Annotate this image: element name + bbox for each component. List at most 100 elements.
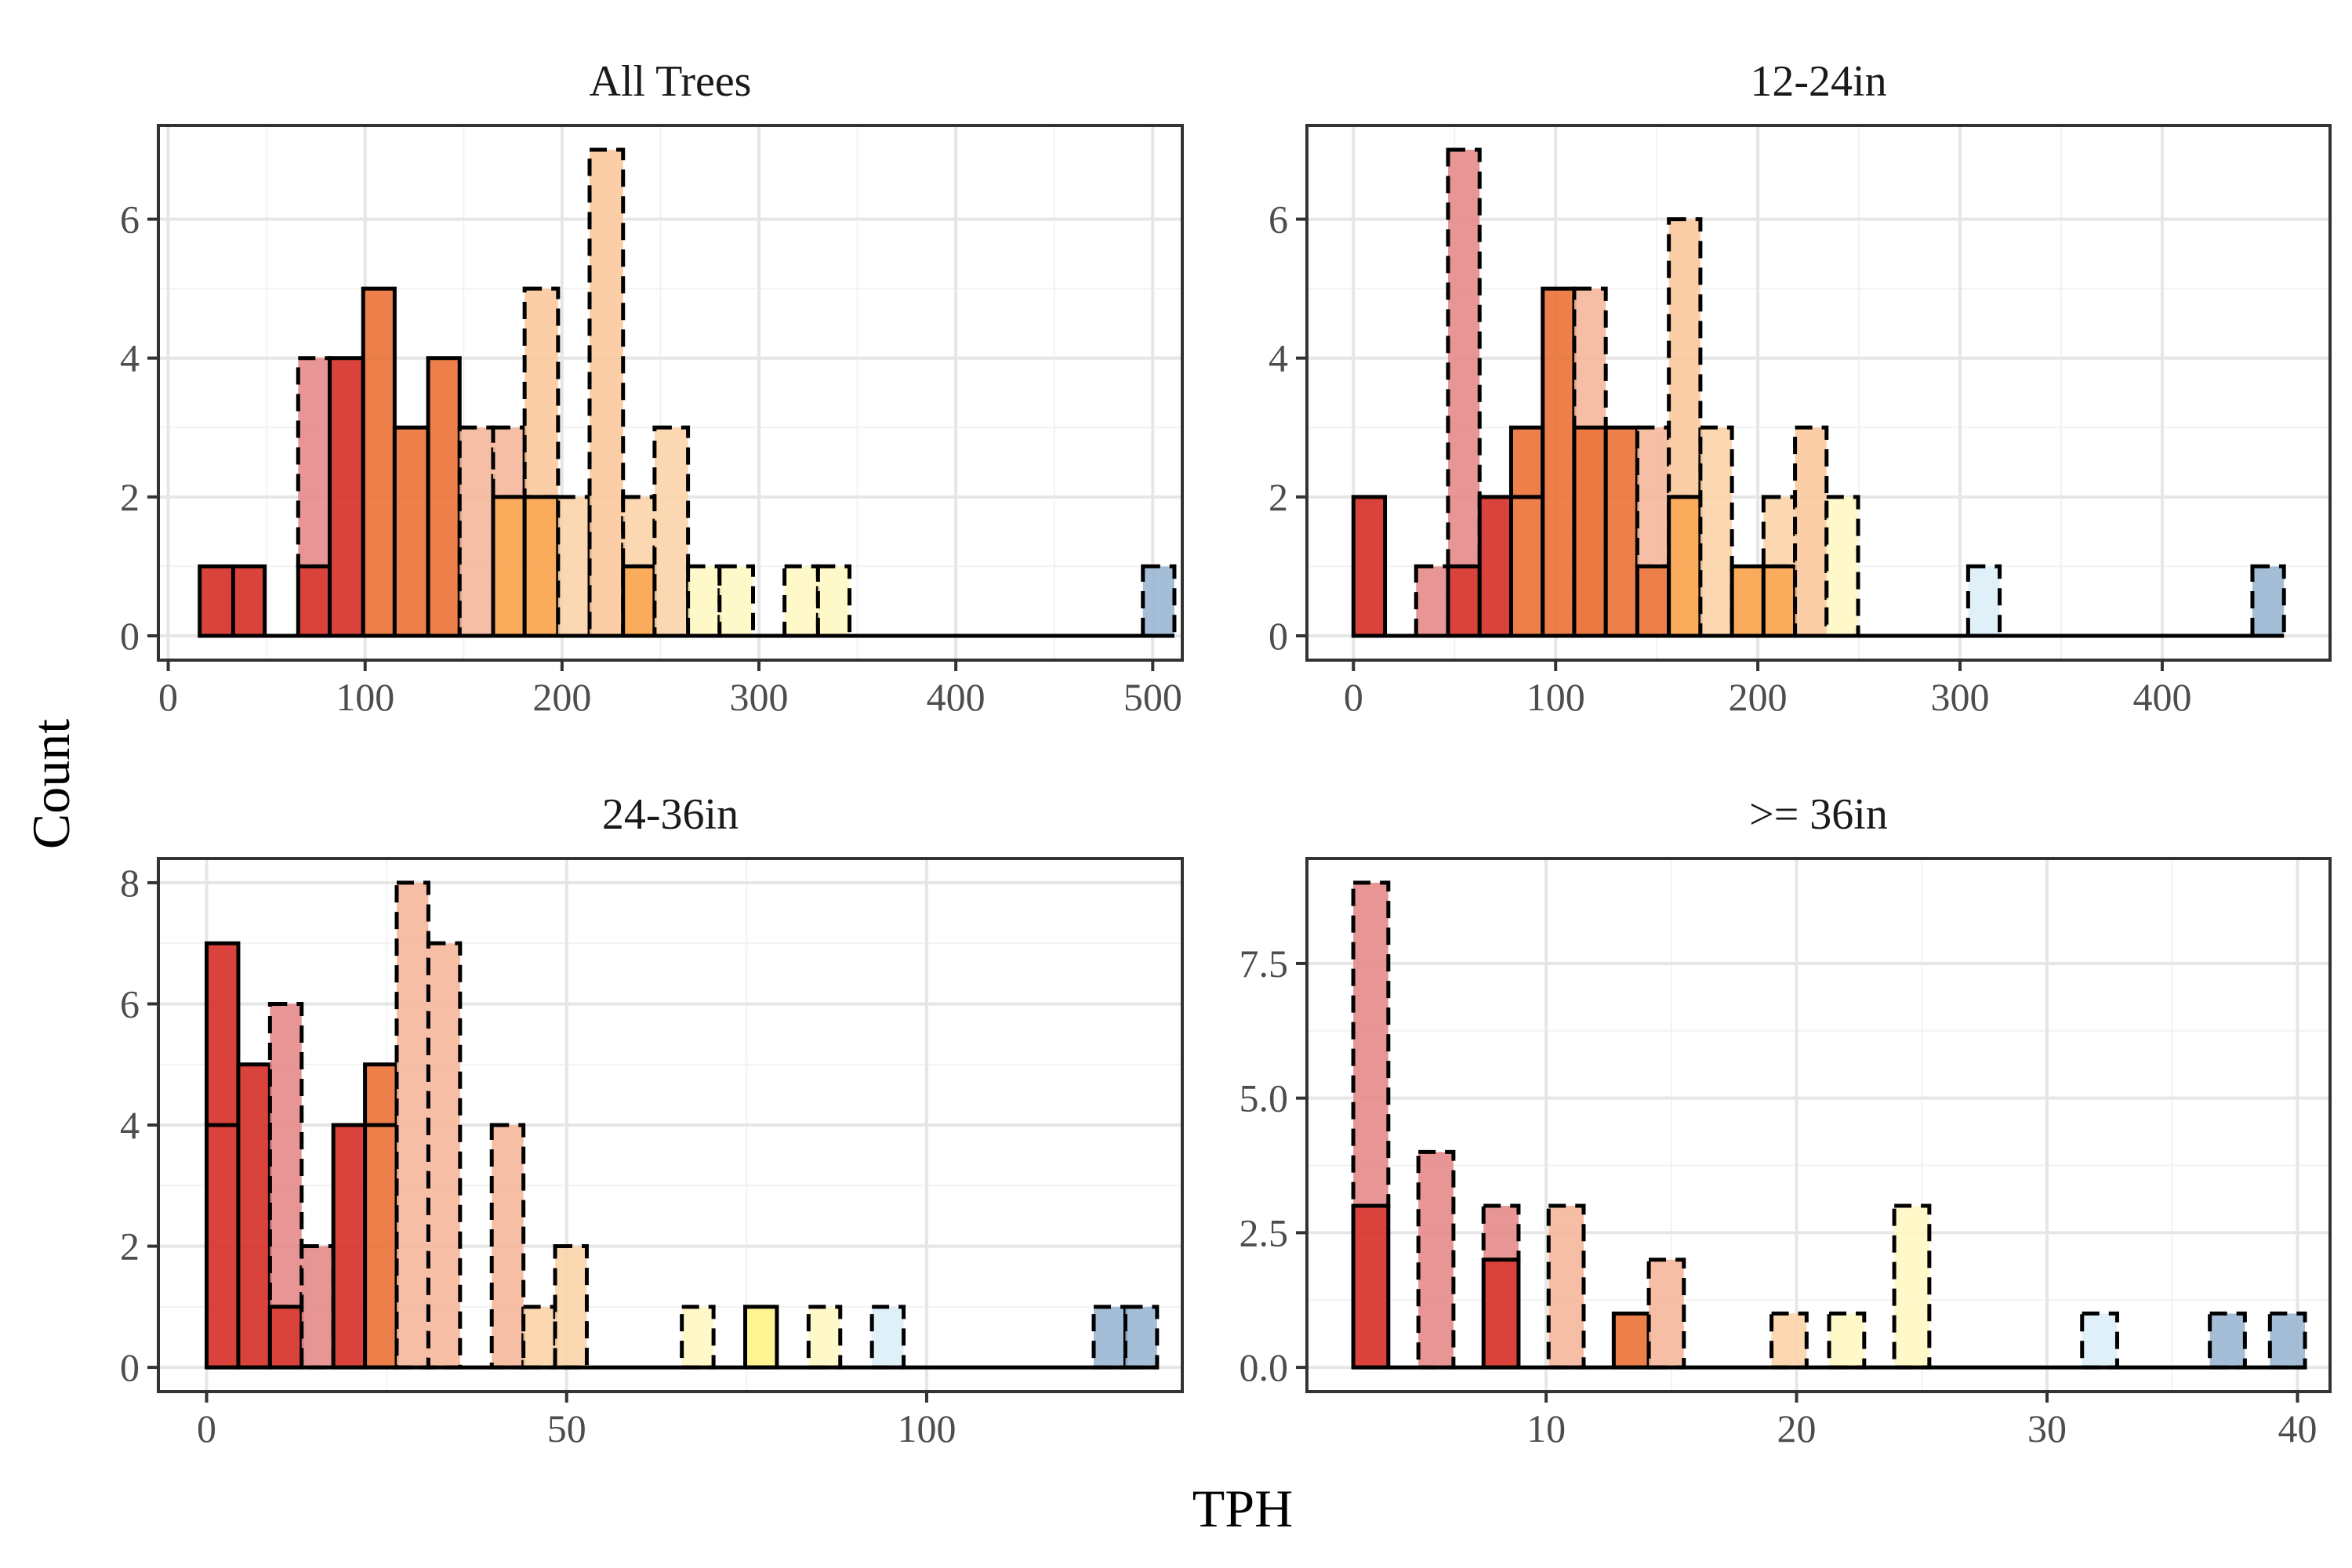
y-tick-label: 2 bbox=[120, 1225, 140, 1269]
panel-border bbox=[157, 124, 1184, 662]
histogram-bar bbox=[267, 1001, 304, 1309]
histogram-bar bbox=[806, 1305, 843, 1370]
histogram-bar bbox=[1730, 564, 1766, 638]
histogram-bar bbox=[457, 425, 495, 638]
x-tick-label: 400 bbox=[2132, 675, 2191, 719]
histogram-bar bbox=[1481, 1258, 1521, 1370]
y-tick-label: 7.5 bbox=[1240, 942, 1289, 985]
histogram-bar bbox=[2250, 564, 2286, 638]
facet-panel: All Trees 0 100 200 300 400 500 0 2 4 6 bbox=[120, 57, 1184, 719]
x-tick-label: 0 bbox=[197, 1406, 216, 1450]
panel-border bbox=[1305, 124, 2332, 662]
histogram-bar bbox=[1761, 564, 1798, 638]
histogram-bar bbox=[1477, 495, 1513, 638]
x-tick-label: 20 bbox=[1777, 1406, 1817, 1450]
facet-title: 12-24in bbox=[1750, 57, 1886, 106]
histogram-bar bbox=[236, 1062, 272, 1370]
histogram-bar bbox=[1769, 1311, 1809, 1370]
y-tick-label: 0 bbox=[120, 614, 140, 658]
histogram-bar bbox=[394, 880, 430, 1370]
y-tick-label: 2 bbox=[120, 475, 140, 519]
histogram-bar bbox=[205, 1123, 241, 1370]
facet-panel: 24-36in 0 50 100 0 2 4 6 8 bbox=[120, 790, 1184, 1450]
y-tick-label: 0.0 bbox=[1240, 1345, 1289, 1389]
facet-panel: >= 36in 10 20 30 40 0.0 2.5 5.0 7.5 bbox=[1240, 790, 2332, 1450]
histogram-bar bbox=[1508, 425, 1545, 499]
facet-title: All Trees bbox=[590, 57, 752, 106]
y-tick-label: 2.5 bbox=[1240, 1210, 1289, 1254]
y-tick-label: 6 bbox=[120, 982, 140, 1025]
histogram-bar bbox=[1824, 495, 1860, 638]
histogram-bar bbox=[361, 286, 397, 638]
histogram-bar bbox=[328, 356, 365, 638]
x-tick-label: 400 bbox=[927, 675, 985, 719]
histogram-bar bbox=[363, 1062, 399, 1127]
histogram-bar bbox=[1351, 880, 1391, 1208]
panel-border bbox=[1305, 857, 2332, 1393]
x-tick-label: 300 bbox=[730, 675, 789, 719]
histogram-bar bbox=[1646, 1258, 1686, 1370]
histogram-bar bbox=[815, 564, 852, 638]
histogram-bar bbox=[198, 564, 235, 638]
histogram-bar bbox=[621, 495, 657, 568]
histogram-bar bbox=[556, 495, 592, 638]
histogram-bar bbox=[1667, 495, 1703, 638]
histogram-bar bbox=[1546, 1203, 1586, 1370]
histogram-bar bbox=[1793, 425, 1829, 638]
y-tick-label: 4 bbox=[120, 1103, 140, 1147]
y-tick-label: 0 bbox=[120, 1345, 140, 1389]
x-tick-label: 50 bbox=[547, 1406, 586, 1450]
y-tick-label: 4 bbox=[120, 336, 140, 380]
y-tick-label: 4 bbox=[1269, 336, 1288, 380]
histogram-bar bbox=[521, 1305, 557, 1370]
histogram-bar bbox=[491, 425, 527, 499]
histogram-bar bbox=[363, 1123, 399, 1370]
histogram-bar bbox=[296, 564, 332, 638]
histogram-bar bbox=[2080, 1311, 2119, 1370]
histogram-bar bbox=[522, 495, 561, 638]
histogram-bar bbox=[1965, 564, 2002, 638]
x-tick-label: 200 bbox=[532, 675, 591, 719]
y-tick-label: 0 bbox=[1269, 614, 1288, 658]
y-tick-label: 8 bbox=[120, 861, 140, 905]
histogram-bar bbox=[1827, 1311, 1867, 1370]
histogram-bar bbox=[1508, 495, 1545, 638]
histogram-bar bbox=[869, 1305, 906, 1370]
y-tick-label: 5.0 bbox=[1240, 1076, 1289, 1120]
histogram-bar bbox=[1572, 425, 1608, 638]
x-tick-label: 40 bbox=[2278, 1406, 2317, 1450]
facet-panel: 12-24in 0 100 200 300 400 0 2 4 6 bbox=[1269, 57, 2332, 719]
histogram-bar bbox=[1541, 286, 1577, 638]
histogram-bar bbox=[680, 1305, 716, 1370]
histogram-bar bbox=[299, 1244, 336, 1370]
x-tick-label: 200 bbox=[1729, 675, 1788, 719]
y-tick-label: 6 bbox=[1269, 198, 1288, 241]
x-tick-label: 500 bbox=[1123, 675, 1182, 719]
histogram-bar bbox=[782, 564, 820, 638]
histogram-bar bbox=[1351, 1203, 1391, 1370]
histogram-bar bbox=[1416, 1149, 1456, 1370]
histogram-bar bbox=[1446, 564, 1482, 638]
histogram-bar bbox=[296, 356, 332, 568]
x-tick-label: 0 bbox=[158, 675, 178, 719]
x-tick-label: 100 bbox=[336, 675, 394, 719]
histogram-bar bbox=[205, 941, 241, 1127]
histogram-bar bbox=[1091, 1305, 1127, 1370]
histogram-bar bbox=[489, 1123, 526, 1370]
x-tick-label: 0 bbox=[1344, 675, 1363, 719]
x-tick-label: 300 bbox=[1931, 675, 1990, 719]
histogram-bar bbox=[267, 1305, 304, 1370]
x-tick-label: 30 bbox=[2027, 1406, 2067, 1450]
histogram-bar bbox=[686, 564, 722, 638]
histogram-bar bbox=[331, 1123, 368, 1370]
x-tick-label: 100 bbox=[897, 1406, 956, 1450]
histogram-bar bbox=[743, 1305, 779, 1370]
histogram-bar bbox=[1414, 564, 1450, 638]
histogram-bar bbox=[1481, 1203, 1521, 1262]
histogram-bar bbox=[1667, 217, 1703, 499]
histogram-bar bbox=[1351, 495, 1388, 638]
y-axis-title: Count bbox=[21, 719, 81, 849]
histogram-bar bbox=[2208, 1311, 2247, 1370]
y-tick-label: 2 bbox=[1269, 475, 1288, 519]
